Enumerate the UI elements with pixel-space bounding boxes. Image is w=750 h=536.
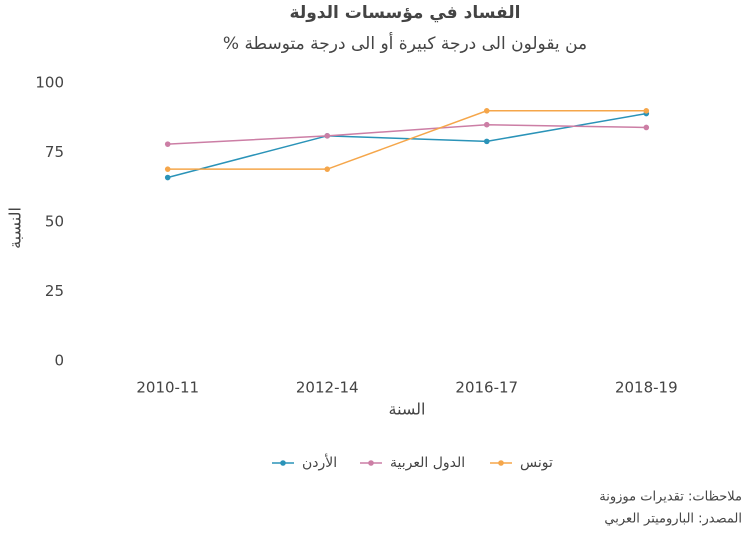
y-tick-label: 0 (54, 352, 64, 370)
legend-label: الأردن (302, 453, 337, 471)
chart-subtitle: % من يقولون الى درجة كبيرة أو الى درجة م… (223, 32, 587, 54)
point (483, 121, 490, 128)
legend-key (368, 460, 374, 466)
note: المصدر: الباروميتر العربي (604, 512, 742, 527)
chart-title: الفساد في مؤسسات الدولة (290, 3, 521, 23)
point (643, 108, 650, 114)
x-tick-label: 2010-11 (136, 379, 199, 397)
legend-key (280, 460, 286, 466)
point (643, 124, 650, 131)
legend-label: الدول العربية (390, 455, 465, 471)
y-tick-label: 25 (45, 282, 64, 300)
series-line (167, 112, 647, 179)
point (483, 138, 490, 145)
note: ملاحظات: تقديرات موزونة (599, 490, 742, 505)
point (164, 166, 171, 172)
x-tick-label: 2012-14 (296, 379, 359, 397)
y-tick-label: 100 (35, 74, 64, 92)
legend-label: تونس (520, 455, 553, 471)
x-axis-title: السنة (389, 400, 426, 419)
x-tick-label: 2018-19 (615, 379, 678, 397)
y-axis-title: النسبة (6, 207, 25, 249)
series-line (167, 123, 647, 145)
point (483, 108, 490, 114)
point (164, 141, 171, 147)
point (324, 166, 331, 172)
point (164, 174, 171, 181)
legend-key (498, 460, 504, 466)
series-line (167, 110, 647, 170)
y-tick-label: 50 (45, 213, 64, 231)
point (324, 133, 331, 139)
x-tick-label: 2016-17 (455, 379, 518, 397)
y-tick-label: 75 (45, 143, 64, 161)
